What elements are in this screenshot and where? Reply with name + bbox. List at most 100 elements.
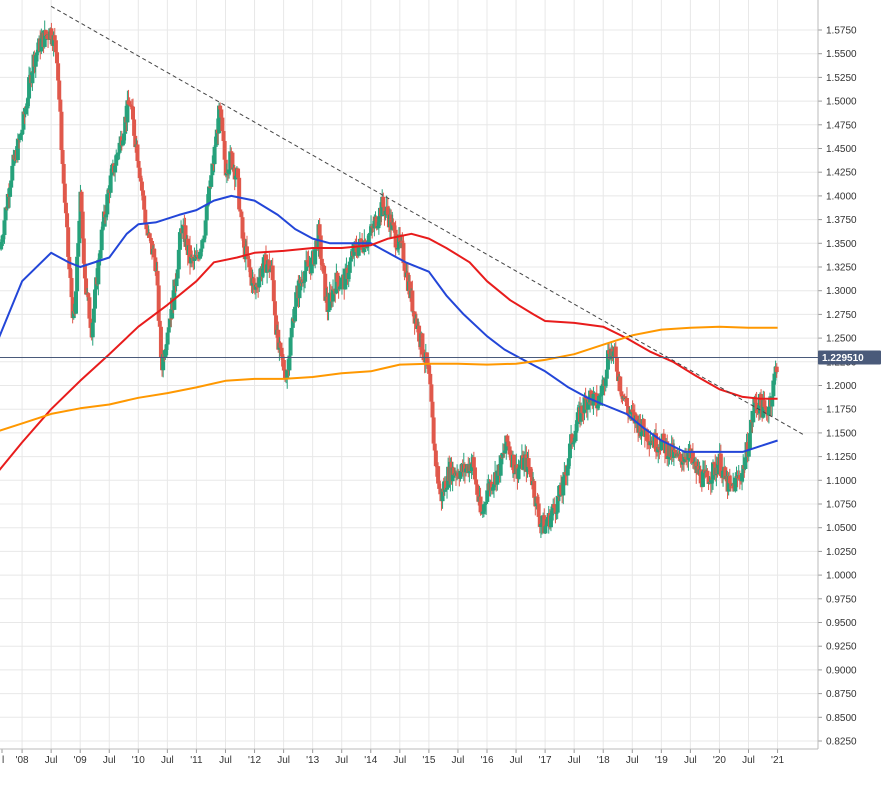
- candle-down: [148, 237, 153, 242]
- candle-down: [208, 186, 213, 188]
- candle-down: [138, 178, 143, 182]
- candle-up: [770, 396, 775, 407]
- x-tick-label: '12: [248, 755, 261, 766]
- candle-up: [766, 406, 771, 416]
- candle-down: [563, 472, 568, 475]
- candle-up: [165, 332, 170, 345]
- candle-up: [346, 272, 351, 280]
- candle-down: [622, 396, 627, 399]
- candle-up: [383, 210, 388, 216]
- candle-down: [774, 366, 779, 373]
- y-tick-label: 1.1750: [826, 405, 857, 416]
- x-tick-label: '20: [713, 755, 726, 766]
- candle-up: [123, 116, 128, 134]
- candle-up: [100, 226, 105, 230]
- candle-up: [172, 279, 177, 310]
- y-tick-label: 1.2750: [826, 310, 857, 321]
- candle-up: [716, 464, 721, 475]
- candle-down: [130, 106, 135, 120]
- candle-down: [229, 151, 234, 153]
- candle-up: [201, 238, 206, 241]
- candle-down: [507, 446, 512, 455]
- candle-up: [469, 463, 474, 472]
- candle-down: [255, 284, 260, 287]
- y-tick-label: 1.4250: [826, 168, 857, 179]
- candle-down: [381, 196, 386, 208]
- candle-up: [51, 35, 56, 46]
- candle-up: [161, 354, 166, 371]
- candle-down: [433, 450, 438, 467]
- candle-up: [35, 49, 40, 53]
- candle-down: [537, 516, 542, 527]
- candle-up: [1, 235, 6, 240]
- candle-up: [73, 291, 78, 314]
- candle-down: [705, 470, 710, 478]
- candle-up: [376, 222, 381, 227]
- candle-down: [66, 227, 71, 257]
- y-tick-label: 1.1000: [826, 476, 857, 487]
- candle-down: [400, 240, 405, 243]
- candle-down: [754, 402, 759, 410]
- moving-average-line: [0, 194, 778, 453]
- candle-down: [57, 80, 62, 100]
- candle-up: [582, 397, 587, 413]
- candle-down: [56, 63, 61, 81]
- candle-up: [513, 473, 518, 475]
- candle-down: [320, 264, 325, 266]
- candle-up: [167, 318, 172, 328]
- candle-down: [471, 457, 476, 468]
- candle-up: [116, 152, 121, 155]
- candle-up: [27, 77, 32, 99]
- candle-up: [367, 232, 372, 236]
- candle-down: [618, 376, 623, 392]
- candle-down: [68, 269, 73, 278]
- candle-up: [198, 251, 203, 259]
- y-tick-label: 0.9750: [826, 594, 857, 605]
- candle-down: [475, 484, 480, 495]
- x-tick-label: '21: [771, 755, 784, 766]
- candle-up: [11, 154, 16, 166]
- candle-up: [42, 30, 47, 47]
- candle-up: [233, 175, 238, 180]
- candle-up: [543, 526, 548, 534]
- candle-down: [712, 462, 717, 464]
- y-tick-label: 1.0000: [826, 571, 857, 582]
- x-tick-label: Jul: [103, 755, 116, 766]
- candle-down: [54, 52, 59, 64]
- candle-up: [92, 289, 97, 309]
- candle-up: [9, 180, 14, 188]
- candle-down: [62, 183, 67, 203]
- y-tick-label: 1.0250: [826, 547, 857, 558]
- candle-down: [155, 270, 160, 286]
- candle-down: [374, 216, 379, 229]
- candle-down: [158, 326, 163, 358]
- candle-up: [585, 399, 590, 410]
- candle-up: [33, 55, 38, 67]
- candle-down: [141, 190, 146, 196]
- candle-up: [181, 224, 186, 234]
- candle-down: [462, 464, 467, 473]
- candle-up: [629, 409, 634, 415]
- candle-down: [393, 229, 398, 248]
- candle-up: [90, 322, 95, 338]
- candle-down: [239, 211, 244, 218]
- candle-down: [248, 267, 253, 273]
- candle-up: [605, 350, 610, 370]
- candle-down: [88, 318, 93, 328]
- candle-up: [733, 477, 738, 492]
- candle-down: [552, 504, 557, 509]
- candle-up: [544, 524, 549, 527]
- candle-up: [3, 207, 8, 221]
- candle-up: [747, 433, 752, 450]
- candle-up: [177, 232, 182, 250]
- candle-down: [580, 405, 585, 413]
- candle-down: [685, 459, 690, 461]
- candle-up: [771, 380, 776, 397]
- x-tick-label: Jul: [510, 755, 523, 766]
- candle-up: [91, 308, 96, 323]
- candle-up: [390, 222, 395, 230]
- y-tick-label: 1.5250: [826, 73, 857, 84]
- candle-down: [157, 320, 162, 327]
- candle-down: [59, 111, 64, 151]
